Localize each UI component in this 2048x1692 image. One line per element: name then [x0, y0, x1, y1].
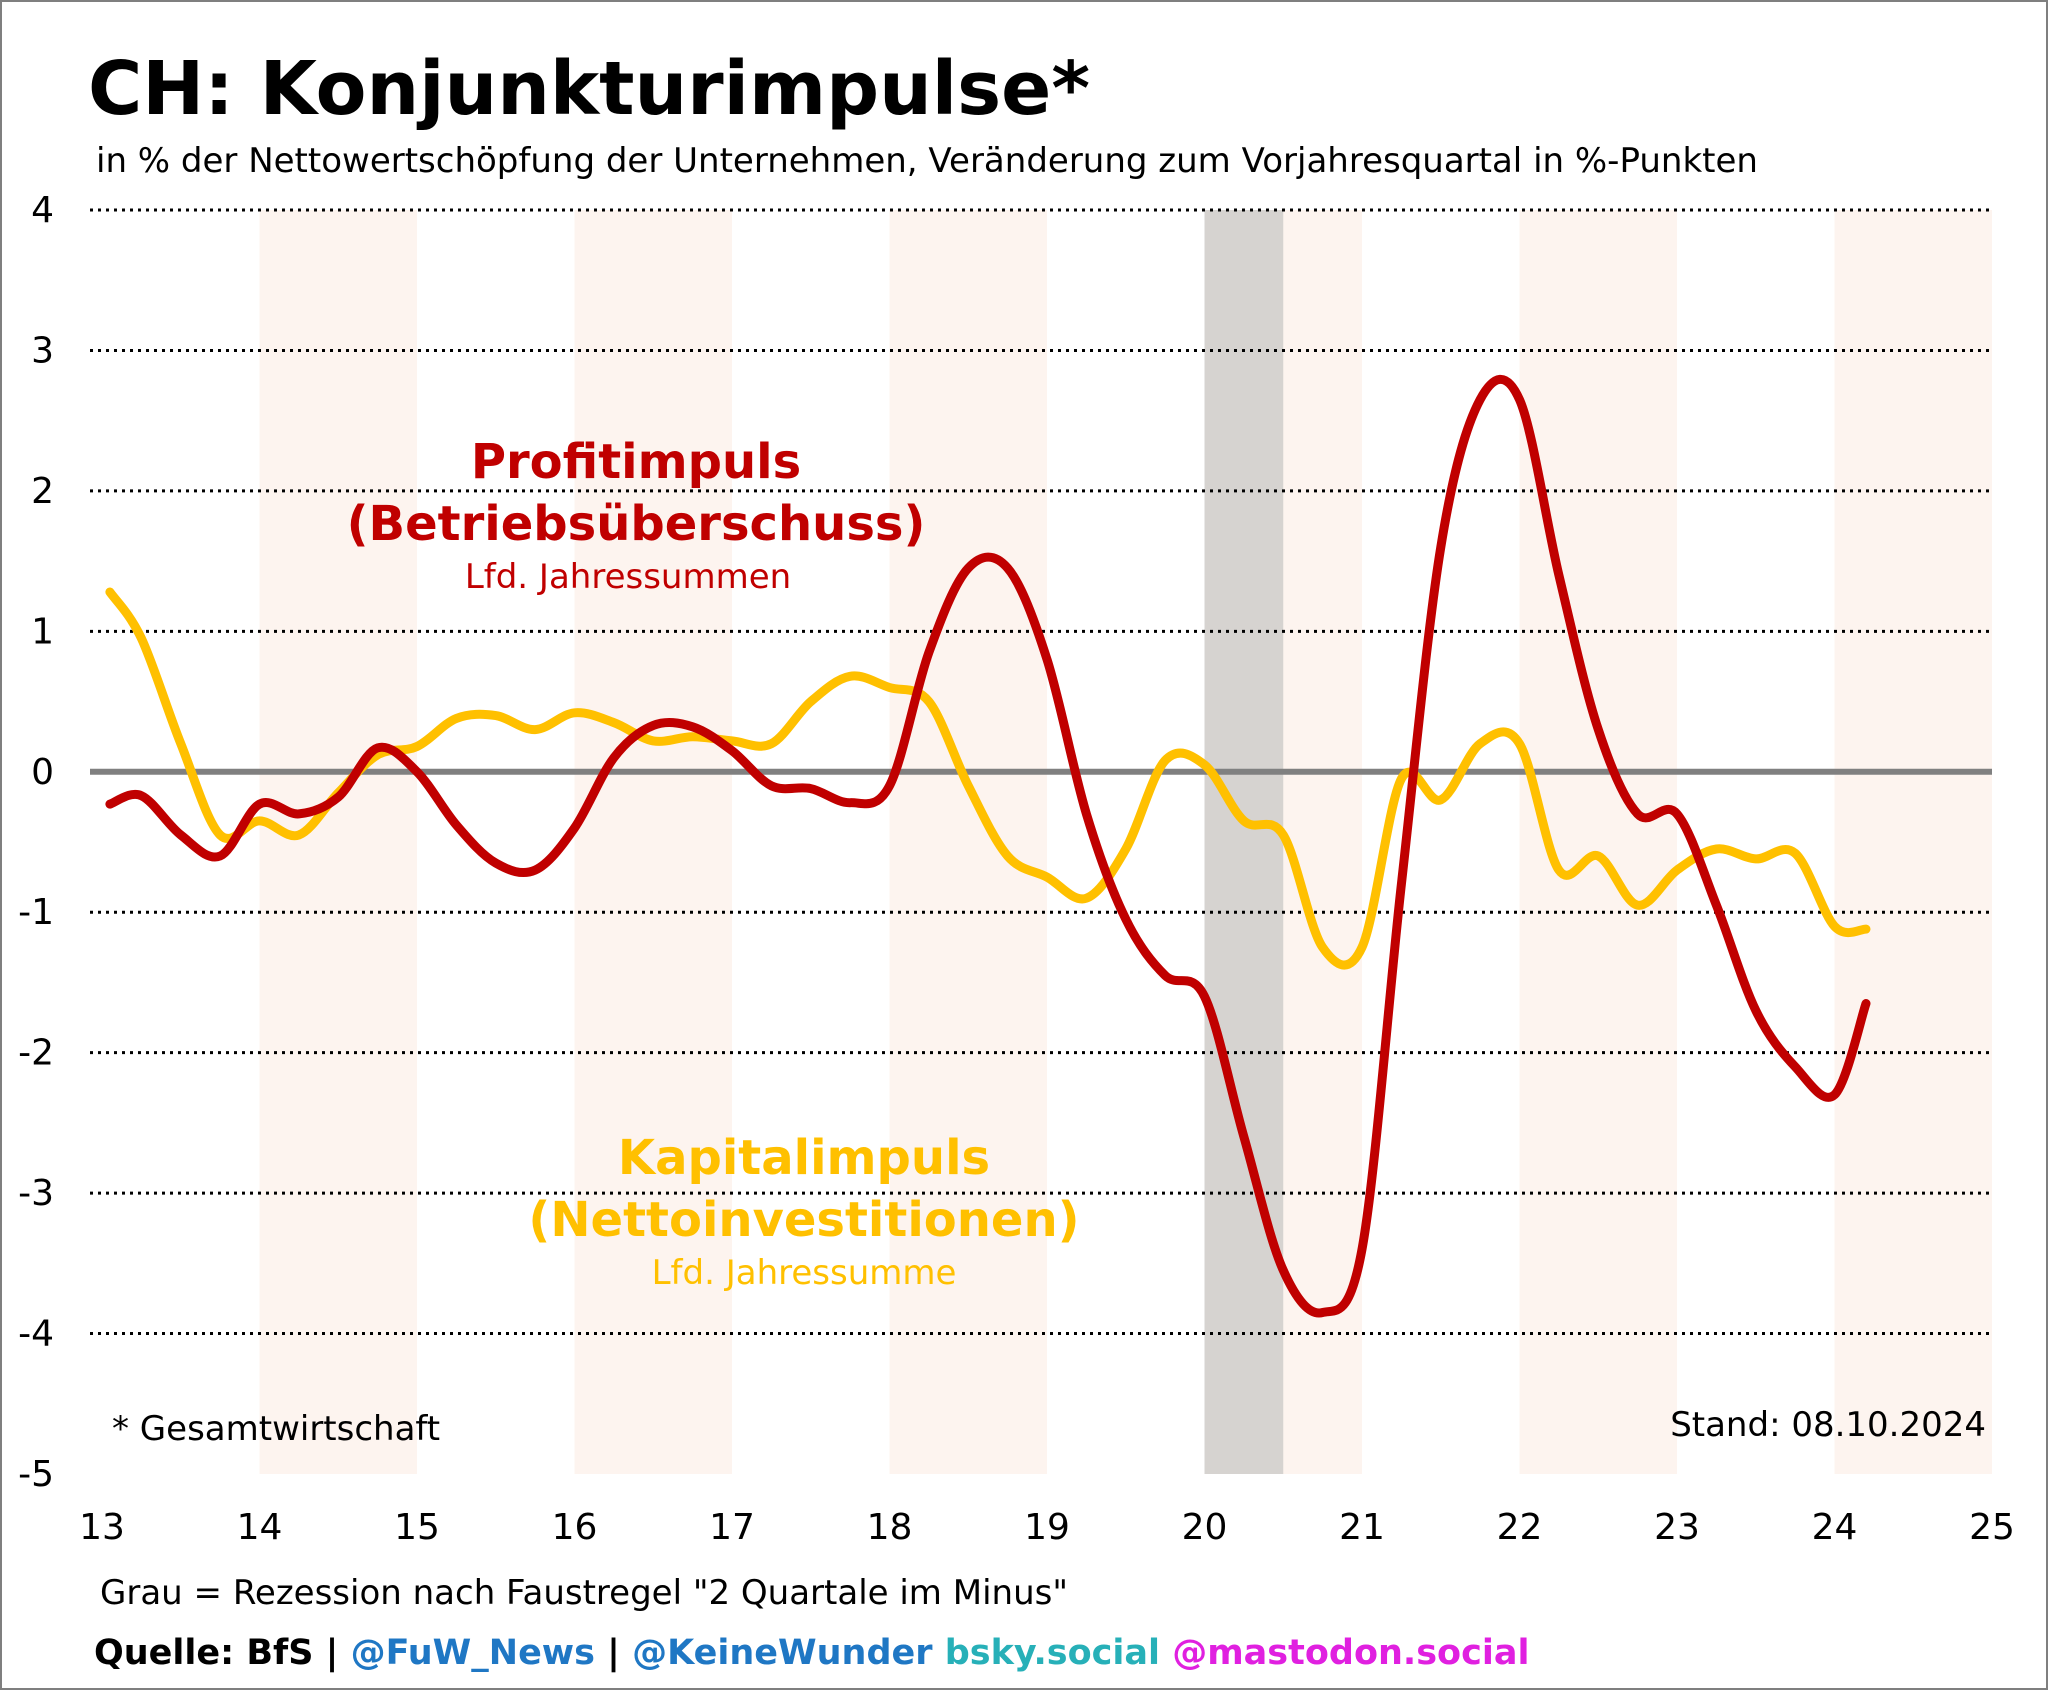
y-tick-label: 4	[31, 190, 54, 231]
x-tick-label: 18	[867, 1507, 913, 1548]
x-tick-label: 25	[1969, 1507, 2015, 1548]
year-band-16	[574, 210, 732, 1474]
x-tick-label: 13	[79, 1507, 125, 1548]
gridlines	[90, 208, 1992, 1336]
source-separator-2: |	[595, 1633, 632, 1673]
x-tick-label: 20	[1182, 1507, 1228, 1548]
x-tick-label: 21	[1339, 1507, 1385, 1548]
profit-label-line2: (Betriebsüberschuss)	[347, 496, 926, 552]
year-band-14	[259, 210, 417, 1474]
y-tick-label: 1	[31, 611, 54, 652]
series-lines	[105, 374, 1871, 1318]
profit-label-line1: Profitimpuls	[471, 434, 801, 490]
x-tick-label: 24	[1812, 1507, 1858, 1548]
x-tick-label: 16	[552, 1507, 598, 1548]
kapital-sublabel: Lfd. Jahressumme	[652, 1253, 957, 1293]
kapital-label-line2: (Nettoinvestitionen)	[528, 1192, 1079, 1248]
year-band-22	[1519, 210, 1677, 1474]
recession-note: Grau = Rezession nach Faustregel "2 Quar…	[100, 1573, 1068, 1613]
x-tick-label: 15	[394, 1507, 440, 1548]
recession-bar	[1204, 210, 1284, 1474]
x-tick-label: 23	[1654, 1507, 1700, 1548]
chart-subtitle: in % der Nettowertschöpfung der Unterneh…	[96, 141, 1758, 181]
source-fuw-handle[interactable]: @FuW_News	[351, 1633, 595, 1673]
year-band-18	[889, 210, 1047, 1474]
series-line-profitimpuls	[105, 374, 1871, 1318]
y-tick-label: 3	[31, 330, 54, 371]
source-mastodon-handle[interactable]: @mastodon.social	[1160, 1633, 1529, 1673]
y-tick-label: -5	[18, 1454, 54, 1495]
source-bsky-handle[interactable]: bsky.social	[933, 1633, 1160, 1673]
source-line: Quelle: BfS | @FuW_News | @KeineWunder b…	[94, 1633, 1529, 1673]
y-tick-label: 2	[31, 471, 54, 512]
source-separator-1: |	[313, 1633, 350, 1673]
y-tick-label: -1	[18, 892, 54, 933]
x-tick-label: 19	[1024, 1507, 1070, 1548]
y-tick-label: -4	[18, 1314, 54, 1355]
source-keinewunder-handle[interactable]: @KeineWunder	[632, 1633, 933, 1673]
y-tick-label: -3	[18, 1173, 54, 1214]
footnote: * Gesamtwirtschaft	[112, 1409, 440, 1449]
stand-date: Stand: 08.10.2024	[1670, 1405, 1986, 1445]
x-axis-tick-labels: 13 14 15 16 17 18 19 20 21 22 23 24 25	[79, 1507, 2015, 1548]
x-tick-label: 22	[1497, 1507, 1543, 1548]
profit-sublabel: Lfd. Jahressummen	[465, 557, 791, 597]
kapital-label-line1: Kapitalimpuls	[618, 1130, 990, 1186]
year-band-24	[1834, 210, 1992, 1474]
chart-title: CH: Konjunkturimpulse*	[88, 46, 1090, 132]
y-axis-tick-labels: 4 3 2 1 0 -1 -2 -3 -4 -5	[18, 190, 54, 1495]
x-tick-label: 17	[709, 1507, 755, 1548]
x-tick-label: 14	[237, 1507, 283, 1548]
y-tick-label: 0	[31, 752, 54, 793]
source-quelle: Quelle: BfS	[94, 1633, 313, 1673]
y-tick-label: -2	[18, 1033, 54, 1074]
